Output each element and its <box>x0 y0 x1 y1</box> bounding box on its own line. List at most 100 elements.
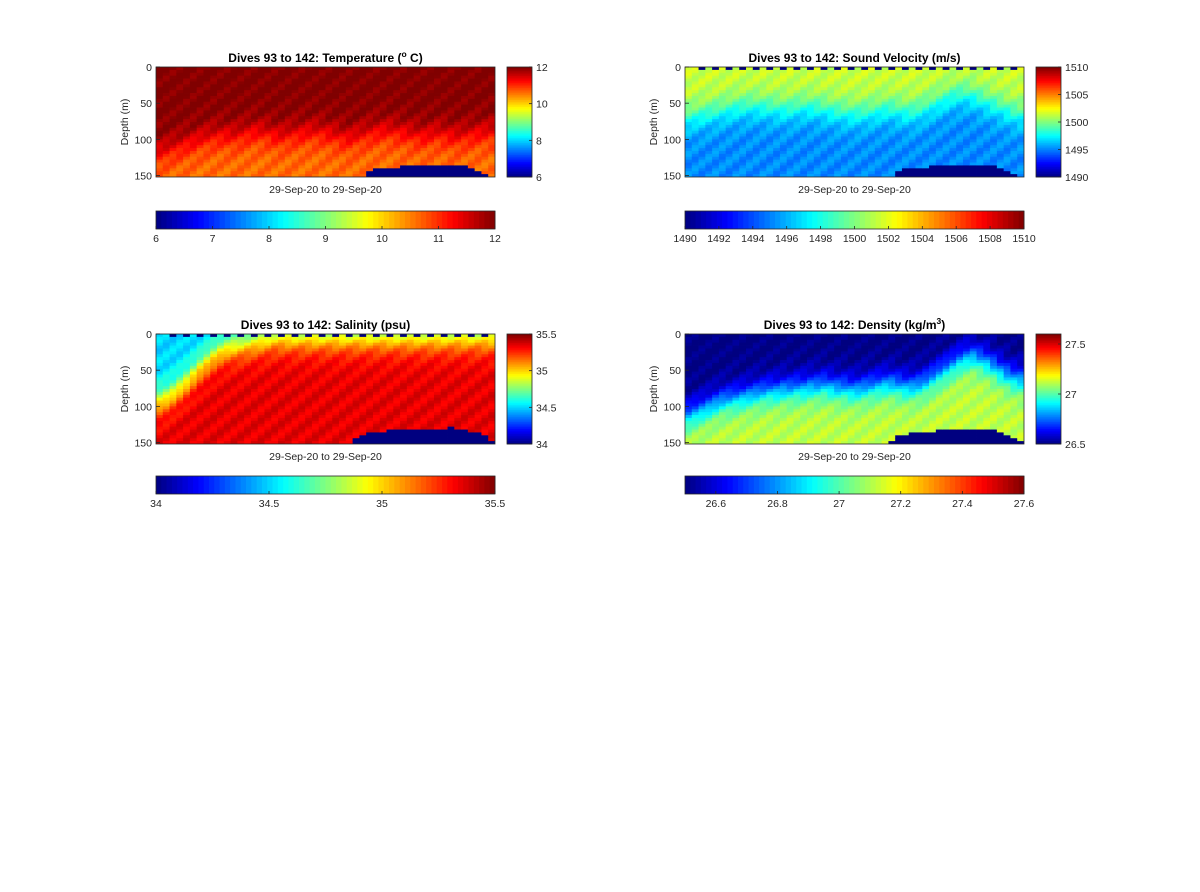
heatmap-cell <box>156 360 164 364</box>
y-tick-label: 0 <box>675 62 681 74</box>
heatmap-cell <box>244 148 252 152</box>
heatmap-cell <box>318 67 326 71</box>
heatmap-cell <box>712 148 720 152</box>
heatmap-cell <box>773 67 781 71</box>
heatmap-cell <box>393 95 401 100</box>
heatmap-cell <box>250 95 259 100</box>
heatmap-cell <box>230 95 238 100</box>
heatmap-cell <box>162 104 170 108</box>
heatmap-cell <box>386 124 394 129</box>
heatmap-cell <box>278 441 286 444</box>
heatmap-cell <box>956 87 964 91</box>
heatmap-cell <box>386 113 394 117</box>
heatmap-cell <box>685 153 693 158</box>
heatmap-cell <box>427 84 435 88</box>
heatmap-cell <box>935 90 944 94</box>
heatmap-cell <box>691 67 699 71</box>
heatmap-cell <box>305 139 313 143</box>
heatmap-cell <box>379 84 387 88</box>
heatmap-cell <box>739 72 747 77</box>
colorbar-swatch <box>1036 82 1061 85</box>
heatmap-cell <box>244 150 252 155</box>
heatmap-cell <box>779 67 788 71</box>
heatmap-cell <box>949 142 957 146</box>
heatmap-cell <box>935 119 944 123</box>
heatmap-cell <box>244 360 252 364</box>
heatmap-cell <box>305 165 313 169</box>
colorbar-swatch <box>507 140 532 144</box>
heatmap-cell <box>976 145 984 149</box>
heatmap-cell <box>352 75 360 79</box>
heatmap-cell <box>488 124 495 129</box>
heatmap-cell <box>827 98 835 103</box>
heatmap-cell <box>162 150 170 155</box>
colorbar-swatch <box>685 211 691 229</box>
heatmap-cell <box>183 351 191 355</box>
heatmap-cell <box>244 438 252 442</box>
colorbar-swatch <box>1036 175 1061 178</box>
heatmap-cell <box>969 171 977 175</box>
heatmap-cell <box>352 153 360 158</box>
heatmap-cell <box>834 113 842 117</box>
heatmap-cell <box>467 95 476 100</box>
heatmap-cell <box>454 90 462 94</box>
heatmap-cell <box>210 389 218 393</box>
heatmap-cell <box>739 139 747 143</box>
heatmap-cell <box>217 142 225 146</box>
heatmap-cell <box>284 174 292 177</box>
heatmap-cell <box>339 162 347 166</box>
heatmap-cell <box>854 78 862 82</box>
heatmap-cell <box>895 90 903 94</box>
heatmap-cell <box>291 357 299 361</box>
heatmap-cell <box>766 145 774 149</box>
heatmap-cell <box>386 174 394 177</box>
heatmap-cell <box>732 168 740 172</box>
heatmap-cell <box>793 95 801 100</box>
colorbar-swatch <box>1036 125 1061 128</box>
heatmap-cell <box>698 168 706 172</box>
heatmap-cell <box>1010 107 1018 111</box>
heatmap-cell <box>196 438 204 442</box>
heatmap-cell <box>210 67 218 71</box>
heatmap-cell <box>244 156 252 161</box>
heatmap-cell <box>217 122 225 126</box>
heatmap-cell <box>1003 90 1011 94</box>
heatmap-cell <box>915 75 923 79</box>
heatmap-cell <box>922 145 930 149</box>
heatmap-cell <box>820 69 828 74</box>
heatmap-cell <box>271 400 279 404</box>
heatmap-cell <box>176 339 184 344</box>
heatmap-cell <box>223 362 231 367</box>
heatmap-cell <box>461 107 469 111</box>
heatmap-cell <box>718 101 727 106</box>
heatmap-cell <box>793 171 801 175</box>
heatmap-cell <box>189 162 198 166</box>
heatmap-cell <box>196 409 204 413</box>
heatmap-cell <box>379 69 387 74</box>
colorbar-swatch <box>452 211 459 229</box>
heatmap-cell <box>705 107 713 111</box>
heatmap-cell <box>969 87 977 91</box>
heatmap-cell <box>223 371 231 375</box>
heatmap-cell <box>820 168 828 172</box>
heatmap-cell <box>454 101 462 106</box>
heatmap-cell <box>305 174 313 177</box>
heatmap-cell <box>895 104 903 108</box>
heatmap-cell <box>291 133 299 137</box>
heatmap-cell <box>901 139 910 143</box>
heatmap-cell <box>759 150 767 155</box>
heatmap-cell <box>162 397 170 401</box>
heatmap-cell <box>874 110 883 114</box>
heatmap-cell <box>752 98 760 103</box>
heatmap-cell <box>786 124 794 129</box>
heatmap-cell <box>705 156 713 161</box>
heatmap-cell <box>766 95 774 100</box>
heatmap-cell <box>827 150 835 155</box>
heatmap-cell <box>156 67 164 71</box>
heatmap-cell <box>156 409 164 413</box>
heatmap-cell <box>176 119 184 123</box>
heatmap-cell <box>813 162 821 166</box>
colorbar-tick-label: 6 <box>153 233 159 245</box>
heatmap-cell <box>725 107 733 111</box>
heatmap-cell <box>237 409 245 413</box>
